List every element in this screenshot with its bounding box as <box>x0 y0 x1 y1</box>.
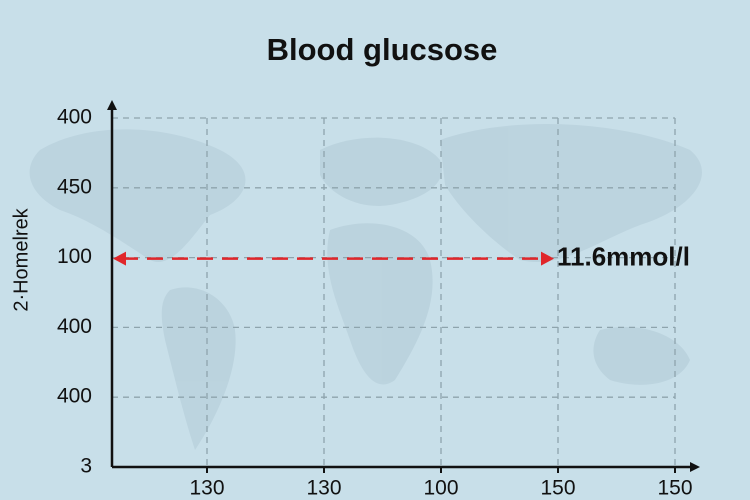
annotation-label: 11.6mmol/l <box>557 241 690 271</box>
y-tick-label: 400 <box>57 385 92 408</box>
x-tick-label: 130 <box>189 477 224 500</box>
y-tick-label: 450 <box>57 175 92 198</box>
x-tick-label: 100 <box>423 477 458 500</box>
arrow-head <box>541 251 554 266</box>
x-tick-label: 150 <box>540 477 575 500</box>
y-tick-label: 100 <box>57 245 92 268</box>
y-axis-label: 2·Homelrek <box>10 207 32 311</box>
arrow-head <box>113 251 126 266</box>
y-tick-label: 400 <box>57 315 92 338</box>
x-tick-label: 130 <box>306 477 341 500</box>
x-axis-arrow <box>690 462 700 472</box>
chart-title: Blood glucsose <box>267 32 498 67</box>
x-tick-label: 150 <box>657 477 692 500</box>
y-tick-label: 400 <box>57 106 92 129</box>
world-map <box>29 123 702 450</box>
y-axis-arrow <box>107 100 117 110</box>
y-tick-label: 3 <box>80 455 92 478</box>
